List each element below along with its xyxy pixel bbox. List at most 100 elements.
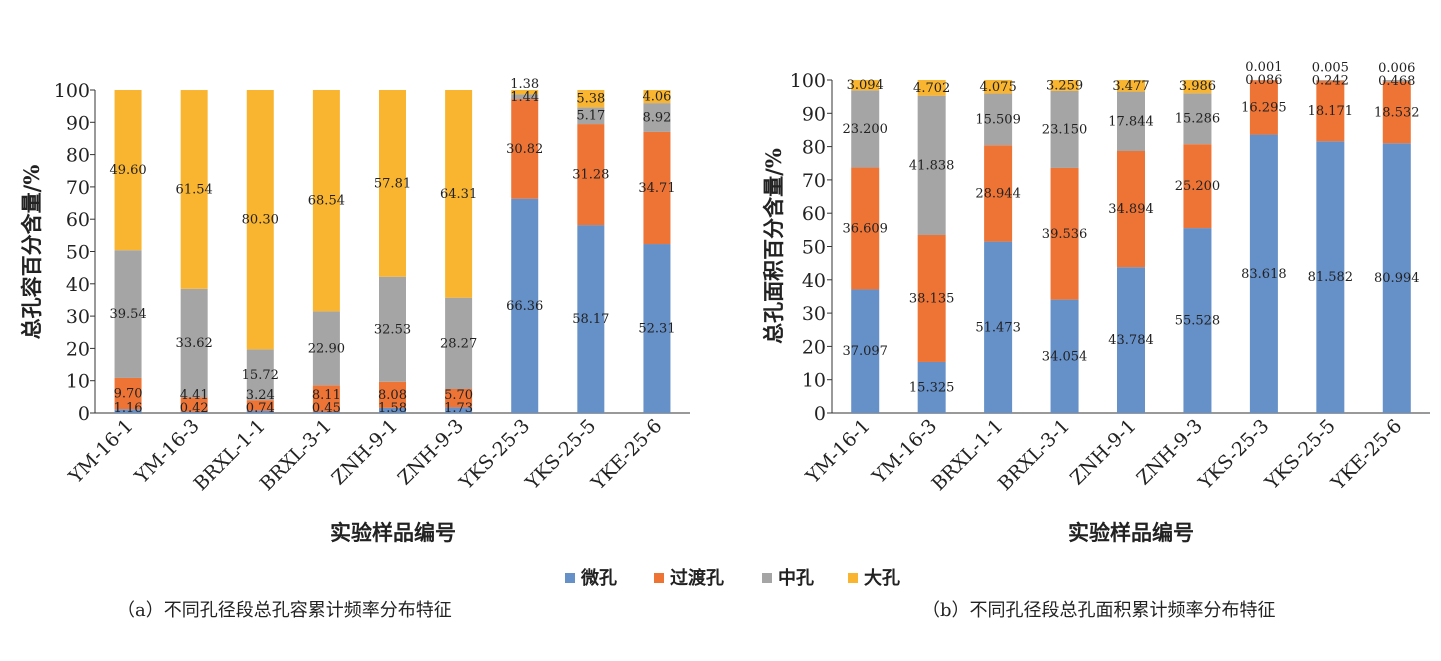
data-label-macro: 80.30 <box>242 213 279 228</box>
legend-swatch-mesopore <box>762 573 772 583</box>
bar-segment-transition <box>180 397 208 412</box>
data-label-macro: 61.54 <box>176 182 213 197</box>
bar-segment-meso <box>312 311 340 386</box>
bar-segment-meso <box>1117 91 1145 152</box>
bar-segment-micro <box>1382 143 1411 413</box>
y-axis-title-b: 总孔面积百分含量/% <box>761 148 786 344</box>
bar-segment-micro <box>1249 134 1278 413</box>
data-label-transition: 31.28 <box>572 168 609 183</box>
bar-segment-meso <box>114 250 142 378</box>
bar-segment-meso <box>577 107 605 125</box>
data-label-micro: 0.42 <box>180 401 209 416</box>
bar-segment-transition <box>917 234 946 362</box>
bar-segment-micro <box>577 225 605 413</box>
data-label-transition: 30.82 <box>506 142 543 157</box>
y-tick-label: 60 <box>66 209 90 231</box>
bar-segment-meso <box>851 90 880 168</box>
data-label-macro: 4.06 <box>642 90 671 105</box>
bar-segment-transition <box>577 124 605 226</box>
data-label-meso: 17.844 <box>1108 114 1154 129</box>
y-tick-label: 20 <box>802 336 826 358</box>
bar-segment-transition <box>1382 81 1411 144</box>
y-tick-label: 10 <box>802 370 826 392</box>
y-tick-label: 10 <box>66 371 90 393</box>
bar-segment-macro <box>851 80 880 91</box>
data-label-meso: 41.838 <box>909 158 955 173</box>
x-tick-label: ZNH-9-1 <box>1066 415 1141 490</box>
legend-label-micropore: 微孔 <box>580 567 617 589</box>
data-label-micro: 0.74 <box>246 401 275 416</box>
data-label-macro: 5.38 <box>576 92 605 107</box>
y-tick-label: 60 <box>802 203 826 225</box>
bar-segment-meso <box>379 276 406 382</box>
data-label-macro: 0.001 <box>1245 60 1282 75</box>
legend-label-mesopore: 中孔 <box>778 567 814 589</box>
data-label-transition: 38.135 <box>909 291 955 306</box>
x-tick-label: YKS-25-5 <box>1260 415 1340 495</box>
x-axis-title-a: 实验样品编号 <box>330 520 456 545</box>
data-label-micro: 55.528 <box>1175 314 1221 329</box>
data-label-meso: 8.92 <box>642 111 671 126</box>
data-label-micro: 34.054 <box>1042 349 1088 364</box>
x-tick-label: BRXL-3-1 <box>994 415 1074 495</box>
caption-a: （a）不同孔径段总孔容累计频率分布特征 <box>117 600 452 621</box>
bar-segment-transition <box>312 385 340 412</box>
bar-segment-micro <box>1316 141 1345 413</box>
y-tick-label: 40 <box>802 270 826 292</box>
bar-segment-transition <box>1316 80 1345 142</box>
bar-segment-meso <box>643 103 671 132</box>
data-label-micro: 43.784 <box>1108 333 1154 348</box>
bar-segment-macro <box>1183 80 1212 94</box>
bar-segment-micro <box>445 407 473 413</box>
bar-segment-micro <box>379 407 406 413</box>
data-label-transition: 8.11 <box>312 388 341 403</box>
legend: 微孔 过渡孔 中孔 大孔 <box>565 567 900 589</box>
data-label-transition: 18.171 <box>1308 104 1354 119</box>
bar-segment-micro <box>1050 299 1079 413</box>
data-label-micro: 1.73 <box>444 401 473 416</box>
data-label-meso: 33.62 <box>176 336 213 351</box>
data-label-transition: 9.70 <box>114 387 143 402</box>
bar-segment-macro <box>114 90 142 251</box>
legend-item-macropore: 大孔 <box>848 567 900 589</box>
data-label-macro: 3.094 <box>847 78 884 93</box>
legend-swatch-transition-pore <box>654 573 664 583</box>
data-label-meso: 39.54 <box>109 307 146 322</box>
data-label-micro: 81.582 <box>1308 270 1354 285</box>
y-tick-label: 0 <box>814 403 826 425</box>
y-tick-label: 90 <box>66 112 90 134</box>
legend-item-micropore: 微孔 <box>565 567 617 589</box>
bar-segment-macro <box>312 90 340 312</box>
bar-segment-transition <box>445 389 473 408</box>
bar-segment-transition <box>1117 151 1145 268</box>
data-label-macro: 4.075 <box>980 80 1017 95</box>
data-label-macro: 3.986 <box>1179 79 1216 94</box>
data-label-meso: 5.17 <box>576 109 605 124</box>
bar-segment-micro <box>851 289 880 413</box>
data-label-micro: 0.45 <box>312 401 341 416</box>
data-label-macro: 3.477 <box>1112 79 1149 94</box>
bar-segment-macro <box>379 90 406 277</box>
data-label-micro: 1.58 <box>378 401 407 416</box>
x-tick-label: YM-16-1 <box>801 415 875 489</box>
bar-segment-meso <box>1050 90 1079 168</box>
bar-segment-meso <box>1183 93 1212 145</box>
y-tick-label: 100 <box>54 80 90 102</box>
bar-segment-transition <box>1249 80 1278 135</box>
y-axis-title-a: 总孔容百分含量/% <box>19 165 44 340</box>
data-label-meso: 0.242 <box>1312 73 1349 88</box>
bar-segment-micro <box>114 409 142 413</box>
data-label-meso: 15.72 <box>242 368 279 383</box>
data-label-micro: 15.325 <box>909 380 955 395</box>
x-tick-label: YKE-25-6 <box>1326 415 1406 495</box>
data-label-transition: 5.70 <box>444 388 473 403</box>
data-label-micro: 51.473 <box>975 320 1021 335</box>
data-label-transition: 34.71 <box>638 181 675 196</box>
data-label-transition: 39.536 <box>1042 227 1088 242</box>
data-label-meso: 15.509 <box>975 112 1021 127</box>
bar-segment-transition <box>1050 167 1079 300</box>
data-label-transition: 28.944 <box>975 186 1021 201</box>
data-label-micro: 66.36 <box>506 299 543 314</box>
bar-segment-macro <box>984 80 1013 94</box>
x-tick-label: YKS-25-3 <box>455 415 535 495</box>
